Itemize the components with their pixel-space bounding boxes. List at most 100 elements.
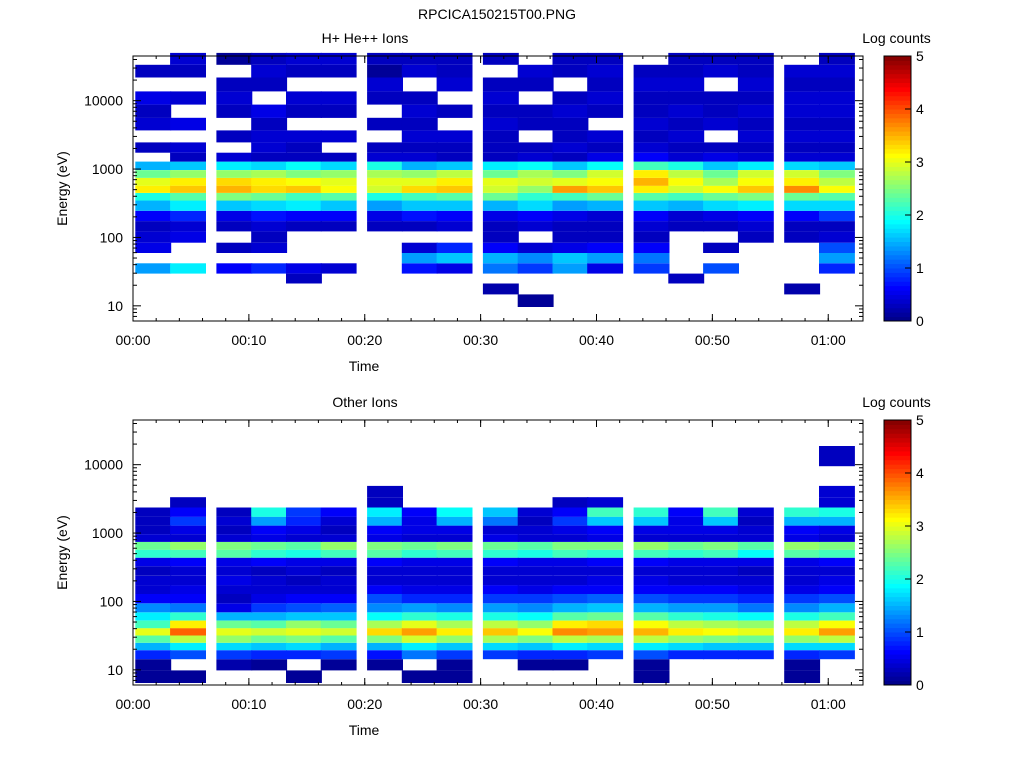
heatmap-cell <box>135 231 172 243</box>
heatmap-cell <box>819 142 855 153</box>
heatmap-cell <box>517 152 554 162</box>
heatmap-cell <box>668 117 705 131</box>
heatmap-cell <box>668 130 705 143</box>
heatmap-cell <box>216 130 253 143</box>
heatmap-cell <box>320 91 357 105</box>
heatmap-cell <box>784 670 821 683</box>
colorbar-segment <box>884 148 911 154</box>
heatmap-cell <box>517 253 554 264</box>
heatmap-cell <box>216 659 253 671</box>
heatmap-cell <box>784 193 821 201</box>
heatmap-cell <box>367 612 403 621</box>
heatmap-cell <box>819 541 855 550</box>
heatmap-cell <box>135 620 172 629</box>
colorbar-segment <box>884 82 911 88</box>
colorbar-segment <box>884 486 911 492</box>
heatmap-cell <box>703 200 739 211</box>
heatmap-cell <box>737 142 774 153</box>
heatmap-cell <box>251 130 288 143</box>
heatmap-cell <box>251 525 288 534</box>
heatmap-cell <box>320 64 357 78</box>
heatmap-cell <box>436 193 473 201</box>
heatmap-cell <box>517 566 554 576</box>
colorbar-segment <box>884 162 911 167</box>
colorbar-segment <box>884 241 911 247</box>
heatmap-cell <box>633 104 670 118</box>
colorbar-segment <box>884 477 911 483</box>
heatmap-cell <box>587 193 624 201</box>
heatmap-cell <box>251 185 288 193</box>
heatmap-cell <box>286 177 322 186</box>
colorbar-segment <box>884 556 911 562</box>
heatmap-cell <box>482 566 519 576</box>
heatmap-cell <box>633 91 670 105</box>
heatmap-cell <box>784 612 821 621</box>
heatmap-cell <box>482 221 519 232</box>
heatmap-cell <box>517 659 554 671</box>
heatmap-cell <box>170 534 206 542</box>
heatmap-cell <box>482 152 519 162</box>
heatmap-cell <box>517 104 554 118</box>
heatmap-cell <box>170 64 206 78</box>
heatmap-cell <box>587 200 624 211</box>
x-tick-label: 01:00 <box>811 332 846 348</box>
heatmap-cell <box>587 650 624 660</box>
colorbar-segment <box>884 78 911 83</box>
heatmap-cell <box>668 635 705 643</box>
heatmap-cell <box>703 263 739 274</box>
heatmap-cell <box>216 575 253 586</box>
heatmap-cell <box>401 612 438 621</box>
heatmap-cell <box>737 221 774 232</box>
heatmap-cell <box>703 612 739 621</box>
heatmap-cell <box>251 534 288 542</box>
heatmap-cell <box>482 594 519 604</box>
heatmap-cell <box>703 52 739 65</box>
heatmap-cell <box>135 541 172 550</box>
heatmap-cell <box>286 534 322 542</box>
heatmap-cell <box>401 142 438 153</box>
heatmap-cell <box>367 142 403 153</box>
colorbar-frame <box>883 55 912 322</box>
heatmap-cell <box>737 628 774 636</box>
colorbar-segment <box>884 201 911 207</box>
heatmap-cell <box>819 170 855 178</box>
heatmap-cell <box>819 485 855 498</box>
heatmap-cell <box>286 200 322 211</box>
heatmap-cell <box>819 594 855 604</box>
heatmap-cell <box>482 210 519 222</box>
heatmap-cell <box>819 507 855 517</box>
heatmap-cell <box>216 585 253 594</box>
colorbar-segment <box>884 228 911 234</box>
heatmap-cell <box>703 557 739 567</box>
heatmap-cell <box>135 650 172 660</box>
colorbar-segment <box>884 192 911 198</box>
heatmap-cell <box>320 193 357 201</box>
heatmap-cell <box>367 77 403 92</box>
heatmap-cell <box>552 185 589 193</box>
heatmap-cell <box>436 210 473 222</box>
heatmap-cell <box>367 650 403 660</box>
heatmap-cell <box>517 77 554 92</box>
colorbar-segment <box>884 534 911 540</box>
heatmap-cell <box>587 104 624 118</box>
heatmap-cell <box>401 263 438 274</box>
heatmap-cell <box>286 603 322 613</box>
heatmap-cell <box>135 200 172 211</box>
heatmap-cell <box>784 152 821 162</box>
colorbar-segment <box>884 521 911 527</box>
heatmap-cell <box>401 117 438 131</box>
heatmap-cell <box>367 152 403 162</box>
heatmap-cell <box>517 525 554 534</box>
heatmap-cell <box>367 221 403 232</box>
heatmap-cell <box>784 620 821 629</box>
heatmap-cell <box>135 628 172 636</box>
heatmap-cell <box>552 221 589 232</box>
heatmap-cell <box>552 130 589 143</box>
colorbar-segment <box>884 298 911 304</box>
heatmap-cell <box>170 161 206 170</box>
heatmap-cell <box>367 170 403 178</box>
heatmap-cell <box>286 594 322 604</box>
heatmap-cell <box>819 642 855 651</box>
heatmap-cell <box>401 635 438 643</box>
heatmap-cell <box>367 659 403 671</box>
